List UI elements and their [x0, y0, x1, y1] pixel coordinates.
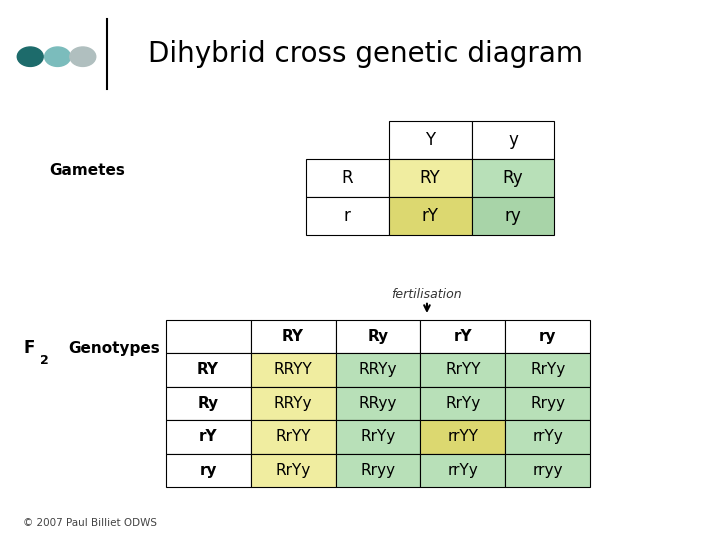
Bar: [505, 320, 590, 353]
Bar: [336, 387, 420, 420]
Text: rY: rY: [454, 329, 472, 344]
Bar: [420, 454, 505, 487]
Text: rryy: rryy: [533, 463, 563, 478]
Bar: [336, 420, 420, 454]
Text: ry: ry: [539, 329, 557, 344]
Text: RRYy: RRYy: [274, 396, 312, 411]
Text: RY: RY: [420, 169, 441, 187]
Text: rrYY: rrYY: [447, 429, 479, 444]
Text: F: F: [23, 339, 35, 357]
Text: Y: Y: [425, 131, 436, 150]
Bar: [505, 353, 590, 387]
Bar: [166, 454, 251, 487]
Bar: [166, 387, 251, 420]
Text: Ry: Ry: [503, 169, 523, 187]
Bar: [420, 387, 505, 420]
Circle shape: [70, 47, 96, 66]
Bar: [251, 387, 336, 420]
Bar: [389, 159, 472, 197]
Text: ry: ry: [505, 207, 521, 225]
Text: RY: RY: [282, 329, 304, 344]
Bar: [336, 353, 420, 387]
Text: Rryy: Rryy: [361, 463, 395, 478]
Bar: [166, 320, 251, 353]
Text: fertilisation: fertilisation: [392, 288, 462, 301]
Text: RrYy: RrYy: [531, 362, 565, 377]
Text: Ry: Ry: [197, 396, 219, 411]
Bar: [420, 320, 505, 353]
Bar: [166, 353, 251, 387]
Text: r: r: [344, 207, 351, 225]
Text: rY: rY: [199, 429, 217, 444]
Bar: [166, 420, 251, 454]
Bar: [251, 320, 336, 353]
Text: Rryy: Rryy: [531, 396, 565, 411]
Text: rY: rY: [422, 207, 438, 225]
Bar: [251, 454, 336, 487]
Text: y: y: [508, 131, 518, 150]
Bar: [472, 122, 554, 159]
Circle shape: [17, 47, 43, 66]
Bar: [472, 159, 554, 197]
Text: RrYy: RrYy: [446, 396, 480, 411]
Circle shape: [45, 47, 71, 66]
Text: © 2007 Paul Billiet ODWS: © 2007 Paul Billiet ODWS: [23, 518, 157, 528]
Text: Genotypes: Genotypes: [68, 341, 160, 356]
Text: RY: RY: [197, 362, 219, 377]
Text: RRyy: RRyy: [359, 396, 397, 411]
Text: rrYy: rrYy: [533, 429, 563, 444]
Bar: [306, 197, 389, 235]
Text: Ry: Ry: [367, 329, 389, 344]
Bar: [472, 197, 554, 235]
Bar: [420, 353, 505, 387]
Text: ry: ry: [199, 463, 217, 478]
Bar: [306, 159, 389, 197]
Bar: [336, 454, 420, 487]
Text: Dihybrid cross genetic diagram: Dihybrid cross genetic diagram: [148, 40, 582, 68]
Text: RrYy: RrYy: [361, 429, 395, 444]
Bar: [251, 353, 336, 387]
Text: R: R: [341, 169, 354, 187]
Bar: [389, 122, 472, 159]
Text: RrYy: RrYy: [276, 463, 310, 478]
Bar: [505, 387, 590, 420]
Bar: [505, 454, 590, 487]
Bar: [336, 320, 420, 353]
Text: 2: 2: [40, 354, 48, 367]
Bar: [251, 420, 336, 454]
Bar: [389, 197, 472, 235]
Text: RRYy: RRYy: [359, 362, 397, 377]
Bar: [420, 420, 505, 454]
Text: RrYY: RrYY: [275, 429, 311, 444]
Bar: [505, 420, 590, 454]
Text: rrYy: rrYy: [448, 463, 478, 478]
Text: RrYY: RrYY: [445, 362, 481, 377]
Text: Gametes: Gametes: [49, 163, 125, 178]
Text: RRYY: RRYY: [274, 362, 312, 377]
